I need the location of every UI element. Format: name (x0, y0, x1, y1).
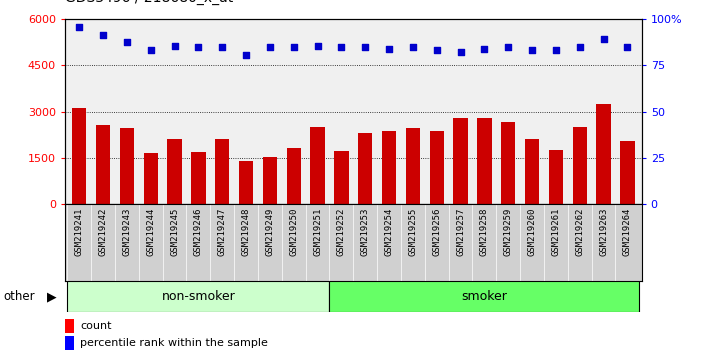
Bar (329, 281, 640, 312)
Bar (501, 122, 516, 204)
Text: GSM219262: GSM219262 (575, 207, 584, 256)
Point (455, 49, 466, 55)
Text: GSM219251: GSM219251 (313, 207, 322, 256)
Point (97, 32, 109, 38)
Bar (406, 129, 420, 204)
Text: GSM219253: GSM219253 (360, 207, 370, 256)
Text: GSM219255: GSM219255 (408, 207, 417, 256)
Bar (191, 152, 205, 204)
Text: ▶: ▶ (47, 290, 56, 303)
Text: count: count (80, 321, 112, 331)
Text: GSM219248: GSM219248 (242, 207, 250, 256)
Bar (239, 161, 253, 204)
Point (431, 47, 443, 53)
Bar (525, 139, 539, 204)
Point (193, 44, 204, 50)
Text: GSM219257: GSM219257 (456, 207, 465, 256)
Point (264, 44, 275, 50)
Text: GSM219249: GSM219249 (265, 207, 275, 256)
Bar (143, 153, 158, 204)
Text: GSM219244: GSM219244 (146, 207, 155, 256)
Bar (215, 139, 229, 204)
Bar (67, 281, 329, 312)
Point (598, 36, 609, 42)
Point (622, 44, 633, 50)
Point (311, 43, 323, 48)
Point (121, 40, 133, 45)
Bar (596, 104, 611, 204)
Bar (310, 127, 324, 204)
Bar (454, 118, 468, 204)
Point (526, 47, 538, 53)
Point (574, 44, 585, 50)
Bar (262, 157, 277, 204)
Point (145, 47, 156, 53)
Point (360, 44, 371, 50)
Bar (477, 118, 492, 204)
Bar (430, 131, 444, 204)
Point (74, 24, 85, 30)
Text: GSM219243: GSM219243 (123, 207, 131, 256)
Text: GSM219260: GSM219260 (528, 207, 536, 256)
Point (240, 52, 252, 58)
Text: GSM219261: GSM219261 (552, 207, 560, 256)
Bar (120, 129, 134, 204)
Text: GSM219256: GSM219256 (432, 207, 441, 256)
Bar (96, 125, 110, 204)
Text: GSM219254: GSM219254 (384, 207, 394, 256)
Text: non-smoker: non-smoker (162, 290, 235, 303)
Bar (549, 150, 563, 204)
Bar (358, 133, 372, 204)
Bar (335, 152, 348, 204)
Point (407, 44, 419, 50)
Bar (620, 141, 634, 204)
Point (288, 44, 299, 50)
Point (550, 47, 562, 53)
Bar (72, 108, 87, 204)
Text: GDS3496 / 218680_x_at: GDS3496 / 218680_x_at (65, 0, 233, 5)
Text: percentile rank within the sample: percentile rank within the sample (80, 338, 268, 348)
Text: GSM219258: GSM219258 (480, 207, 489, 256)
Point (335, 44, 347, 50)
Bar (382, 131, 397, 204)
Text: GSM219246: GSM219246 (194, 207, 203, 256)
Text: GSM219252: GSM219252 (337, 207, 346, 256)
Point (479, 46, 490, 51)
Text: GSM219250: GSM219250 (289, 207, 298, 256)
Text: GSM219242: GSM219242 (99, 207, 107, 256)
Text: smoker: smoker (461, 290, 508, 303)
Text: GSM219263: GSM219263 (599, 207, 608, 256)
Bar (286, 148, 301, 204)
Point (503, 44, 514, 50)
Point (384, 46, 395, 51)
Point (216, 44, 228, 50)
Bar (167, 139, 182, 204)
Text: GSM219241: GSM219241 (75, 207, 84, 256)
Text: GSM219264: GSM219264 (623, 207, 632, 256)
Bar (572, 127, 587, 204)
Text: GSM219245: GSM219245 (170, 207, 179, 256)
Text: GSM219247: GSM219247 (218, 207, 226, 256)
Point (169, 43, 180, 48)
Text: GSM219259: GSM219259 (504, 207, 513, 256)
Text: other: other (4, 290, 35, 303)
